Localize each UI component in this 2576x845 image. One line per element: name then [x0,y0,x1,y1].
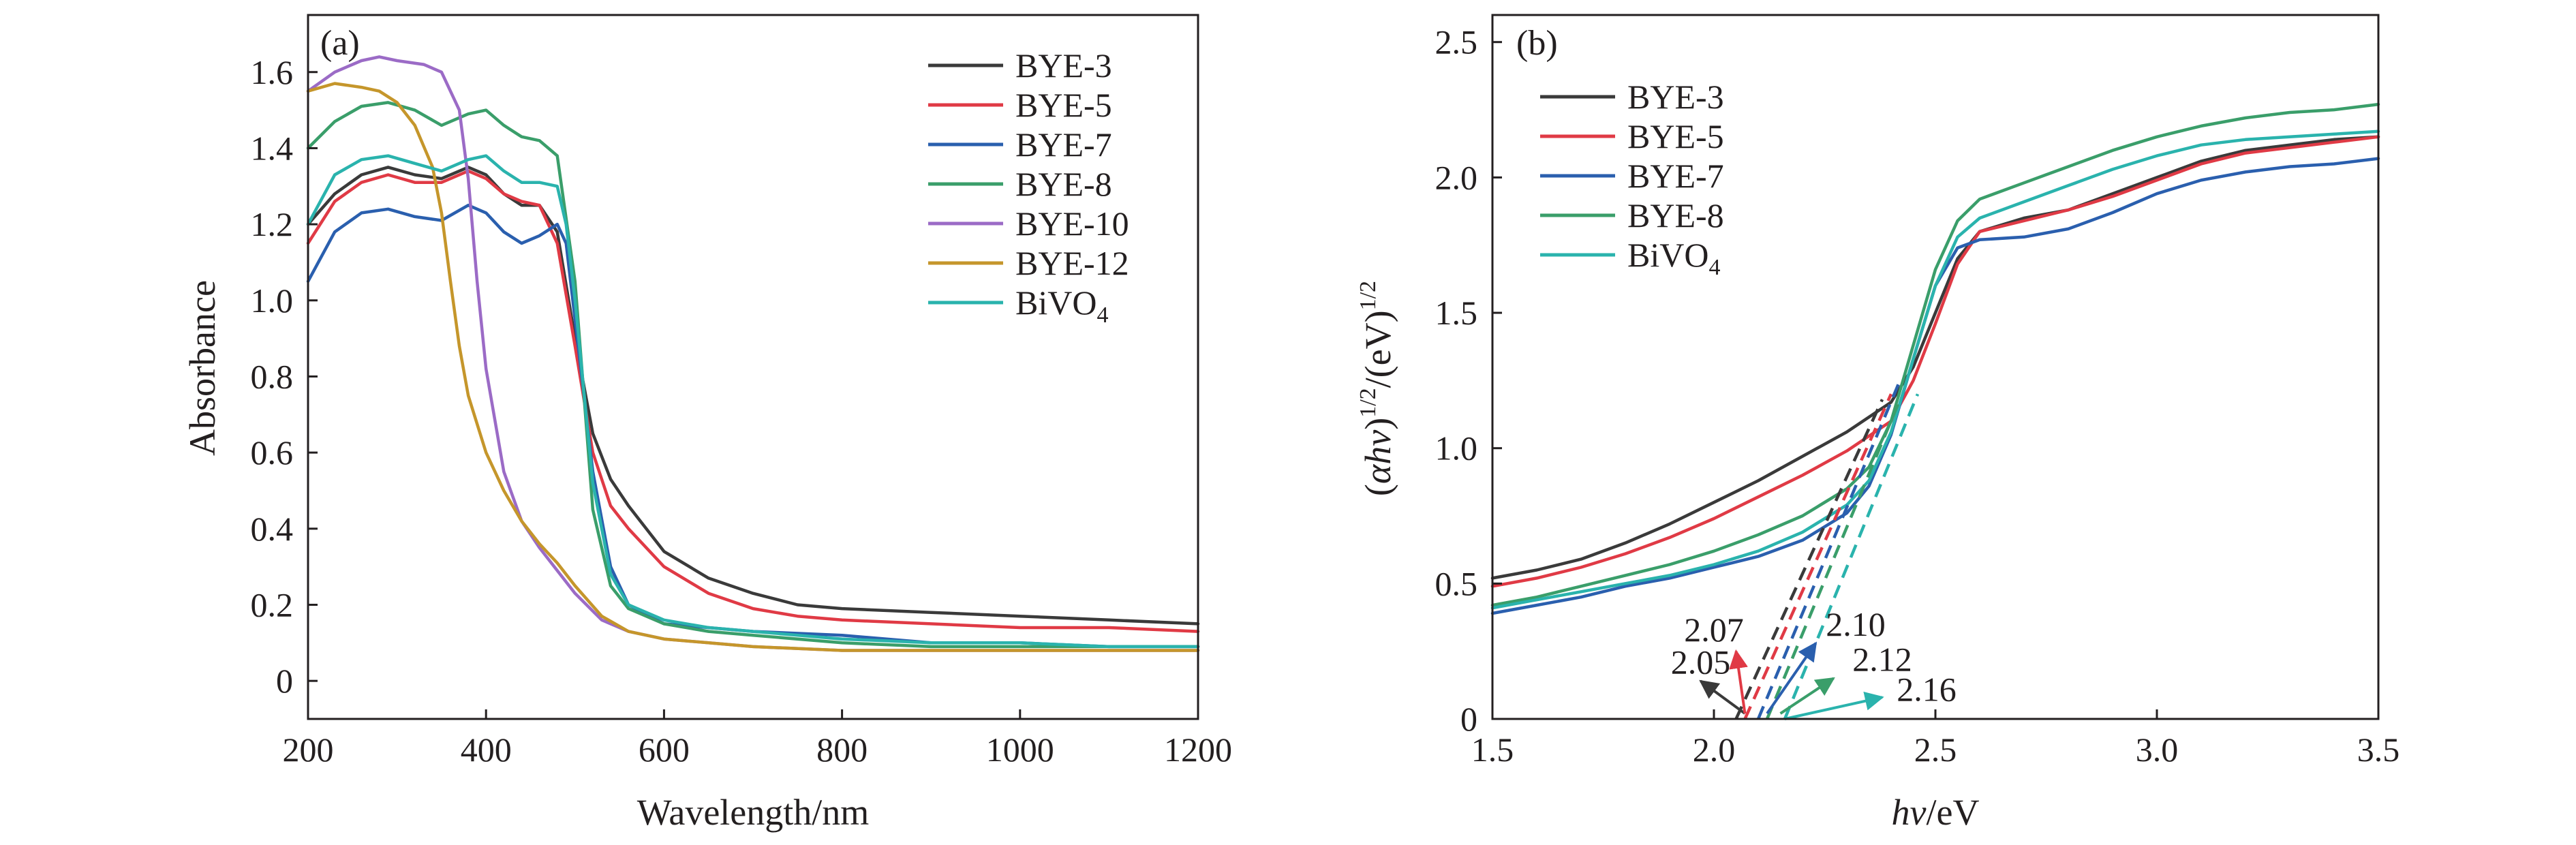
panel-b-extrapolation-line-bye-7 [1756,380,1902,720]
panel-b-x-tick-label: 2.5 [1914,731,1957,769]
panel-b-bandgap-label-bye-5: 2.07 [1684,611,1744,649]
panel-b-bandgap-label-bye-8: 2.12 [1852,641,1912,679]
panel-b-annotation-arrow-bivo4 [1784,692,1884,720]
panel-b-legend-label-bye-5: BYE-5 [1627,117,1724,155]
panel-b-legend-label-bye-3: BYE-3 [1627,78,1724,116]
panel-a-legend-label-bye-3: BYE-3 [1015,46,1112,84]
panel-a-y-tick-label: 1.0 [251,281,294,320]
panel-a-x-tick-label: 200 [283,731,334,769]
panel-b-series-group [1490,102,2380,615]
panel-a-legend-label-bye-8: BYE-8 [1015,165,1112,203]
panel-a-legend-label-bye-7: BYE-7 [1015,125,1112,164]
panel-a-y-tick-label: 0.2 [251,585,294,624]
panel-b-annotation-arrow-bye-7 [1766,641,1818,715]
panel-a-legend-label-bivo4: BiVO4 [1015,283,1108,328]
panel-b-series-line-bye-5 [1490,135,2380,588]
panel-b-plot-frame [1491,14,2380,720]
panel-b-label: (b) [1516,24,1558,63]
panel-a-label: (a) [320,24,360,63]
panel-b-bandgap-label-bye-7: 2.10 [1826,605,1886,643]
panel-b-y-tick-label: 2.0 [1435,158,1478,196]
panel-a-series-line-bye-5 [306,169,1200,633]
panel-a-series-line-bye-8 [306,101,1200,649]
panel-b-annotation-arrow-bye-8 [1779,677,1835,715]
panel-b-axis-ticks: 1.5 2.0 2.5 3.0 3.5 0 0.5 1.0 1.5 2.0 2.5 [1435,23,2400,769]
panel-a-series-line-bye-12 [306,82,1200,652]
panel-b-bandgap-label-bye-3: 2.05 [1671,643,1731,681]
panel-b-legend-label-bye-7: BYE-7 [1627,157,1724,195]
panel-b-y-axis-label: (αhv)1/2/(eV)1/2 [1355,281,1398,496]
panel-a-y-tick-label: 0 [276,662,293,700]
panel-b-extrapolation-line-bye-8 [1765,399,1902,720]
panel-a-absorbance-chart: 200 400 600 800 1000 1200 0 0.2 0.4 0.6 0.8 1.0 1.2 1… [182,14,1233,833]
panel-a-series-line-bye-7 [306,203,1200,649]
panel-b-y-tick-label: 0.5 [1435,564,1478,602]
panel-a-x-tick-label: 800 [816,731,868,769]
panel-b-series-line-bye-8 [1490,102,2380,607]
panel-a-y-tick-label: 1.6 [251,53,294,91]
panel-a-y-tick-label: 0.8 [251,357,294,395]
panel-a-x-axis-label: Wavelength/nm [637,792,870,833]
panel-b-bandgap-label-bivo4: 2.16 [1897,670,1957,708]
panel-b-extrapolation-line-bye-3 [1734,399,1884,720]
panel-b-annotation-arrow-bye-5 [1729,649,1748,714]
panel-b-x-axis-label: hv/eV [1892,792,1980,833]
panel-b-x-tick-label: 3.5 [2357,731,2400,769]
panel-a-legend-label-bye-10: BYE-10 [1015,204,1129,243]
panel-a-legend-label-bye-12: BYE-12 [1015,244,1129,282]
panel-b-x-tick-label: 2.0 [1693,731,1736,769]
panel-b-extrapolation-line-bivo4 [1783,393,1920,720]
panel-a-y-tick-label: 1.4 [251,129,294,167]
panel-a-series-line-bivo4 [306,154,1200,649]
panel-a-x-tick-label: 600 [639,731,690,769]
panel-b-bandgap-annotations: 2.052.07 2.102.122.16 [1671,605,1957,720]
panel-a-y-tick-label: 0.6 [251,433,294,472]
panel-b-legend-label-bye-8: BYE-8 [1627,196,1724,234]
panel-b-annotation-arrow-bye-3 [1699,679,1746,715]
panel-a-plot-frame [307,14,1199,720]
panel-a-y-tick-label: 0.4 [251,510,294,548]
panel-b-y-tick-label: 1.5 [1435,294,1478,332]
panel-a-axis-ticks: 200 400 600 800 1000 1200 0 0.2 0.4 0.6 0.8 1.0 1.2 1… [251,53,1233,769]
panel-a-legend-label-bye-5: BYE-5 [1015,86,1112,124]
panel-b-extrapolation-line-bye-5 [1743,393,1893,720]
panel-b-y-tick-label: 1.0 [1435,429,1478,467]
panel-b-y-tick-label: 0 [1460,700,1477,738]
panel-b-extrapolation-lines [1734,380,1920,720]
panel-b-series-line-bye-7 [1490,157,2380,615]
panel-a-series-group [306,55,1200,652]
panel-a-x-tick-label: 1000 [986,731,1054,769]
panel-b-y-tick-label: 2.5 [1435,23,1478,61]
panel-b-tauc-plot: 2.052.07 2.102.122.16 1.5 2.0 2.5 3.0 3.5 0 0.5… [1355,14,2400,833]
panel-b-legend-label-bivo4: BiVO4 [1627,236,1720,280]
panel-a-x-tick-label: 1200 [1164,731,1232,769]
panel-b-series-line-bye-3 [1490,135,2380,580]
panel-b-x-tick-label: 3.0 [2136,731,2179,769]
panel-b-series-line-bivo4 [1490,129,2380,610]
panel-b-x-tick-label: 1.5 [1471,731,1514,769]
panel-a-y-axis-label: Absorbance [182,280,223,456]
panel-a-x-tick-label: 400 [461,731,512,769]
panel-a-y-tick-label: 1.2 [251,205,294,243]
